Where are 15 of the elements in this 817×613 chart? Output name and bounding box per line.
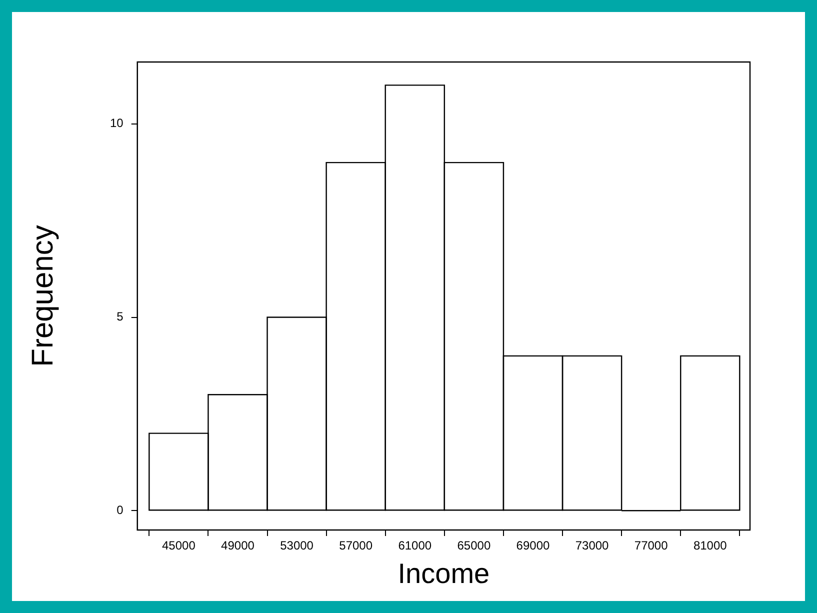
y-tick-label: 10: [110, 116, 124, 130]
x-axis-title: Income: [398, 558, 490, 589]
x-tick-label: 65000: [457, 538, 491, 553]
x-tick-label: 61000: [398, 538, 432, 553]
x-tick-label: 77000: [634, 538, 668, 553]
x-tick-label: 73000: [575, 538, 610, 553]
x-tick-label: 53000: [280, 538, 314, 553]
y-tick-label: 0: [116, 502, 124, 517]
x-tick-label: 69000: [516, 538, 550, 553]
x-tick-label: 45000: [162, 538, 196, 553]
x-tick-label: 49000: [221, 538, 255, 553]
x-tick-label: 81000: [693, 538, 728, 553]
y-axis-title: Frequency: [26, 225, 60, 367]
x-tick-label: 57000: [339, 538, 373, 553]
y-tick-label: 5: [116, 310, 124, 324]
